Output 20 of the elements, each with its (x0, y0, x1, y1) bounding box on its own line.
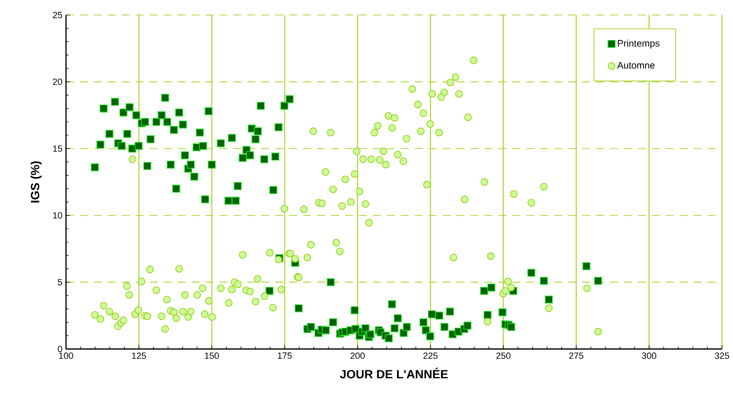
x-tick-label: 250 (496, 352, 510, 359)
x-tick-label: 275 (569, 352, 584, 359)
legend-label: Printemps (618, 40, 660, 49)
y-tick-label: 25 (52, 12, 62, 18)
y-tick-label: 20 (52, 78, 62, 85)
x-tick-label: 225 (423, 352, 438, 359)
x-tick-label: 125 (132, 352, 146, 359)
y-tick-label: 15 (53, 145, 62, 152)
x-tick-label: 100 (59, 352, 74, 359)
x-tick-label: 175 (278, 352, 292, 359)
y-tick-label: 0 (58, 346, 62, 352)
x-tick-label: 200 (350, 352, 365, 359)
y-tick-label: 5 (58, 279, 62, 286)
x-tick-label: 150 (204, 352, 219, 359)
legend-label: Automne (617, 62, 655, 69)
y-tick-label: 10 (53, 212, 62, 219)
x-tick-label: 325 (714, 352, 730, 359)
x-tick-label: 300 (642, 352, 656, 359)
y-axis-title: IGS (%) (30, 161, 42, 202)
x-axis-title: JOUR DE L'ANNÉE (340, 368, 448, 378)
